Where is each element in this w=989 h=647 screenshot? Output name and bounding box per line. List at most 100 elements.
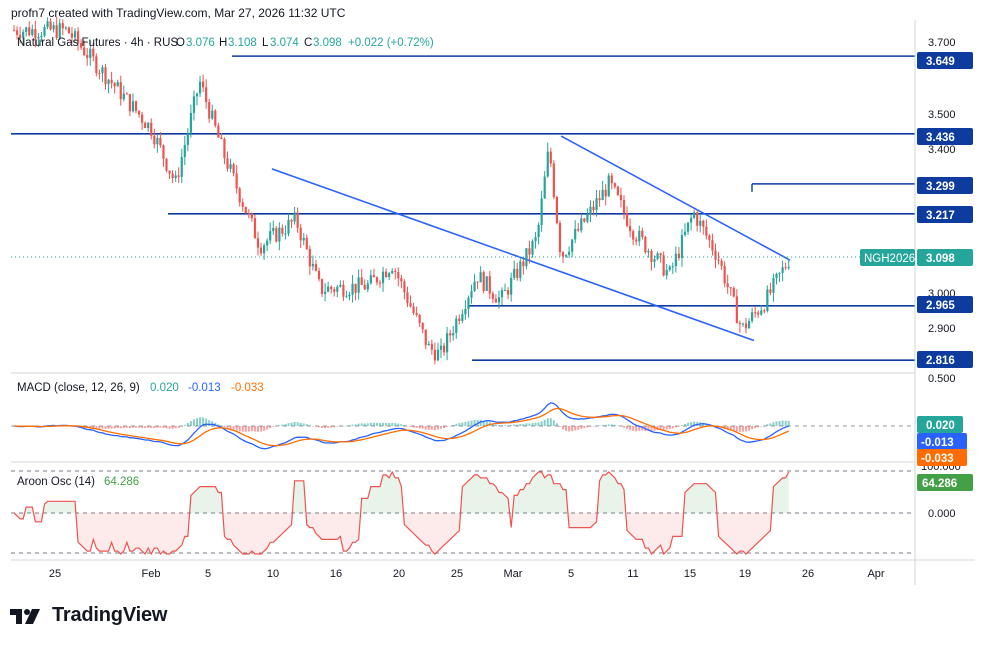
candle-body — [281, 227, 284, 234]
macd-histogram — [13, 417, 790, 432]
macd-hist-bar — [247, 426, 250, 432]
macd-hist-bar — [375, 422, 378, 426]
macd-hist-bar — [690, 422, 693, 426]
candle-body — [723, 265, 726, 284]
macd-hist-bar — [305, 424, 308, 426]
candle-body — [400, 278, 403, 282]
time-label: Apr — [867, 568, 884, 580]
macd-hist-bar — [494, 424, 497, 426]
macd-hist-tag-text: 0.020 — [926, 420, 955, 432]
candle-body — [625, 212, 629, 226]
macd-hist-bar — [144, 426, 147, 429]
macd-signal-tag — [917, 449, 967, 466]
macd-hist-bar — [562, 426, 564, 430]
macd-hist-bar — [180, 426, 183, 427]
macd-hist-bar — [311, 426, 314, 427]
macd-line-tag — [917, 433, 967, 450]
macd-hist-bar — [534, 422, 537, 426]
macd-tags: 0.020 -0.013 -0.033 — [917, 416, 967, 466]
macd-hist-bar — [482, 420, 485, 426]
macd-hist-bar — [403, 425, 406, 426]
candle-body — [613, 183, 616, 187]
macd-hist-bar — [131, 426, 134, 428]
macd-hist-bar — [101, 426, 104, 429]
candle-body — [564, 254, 568, 257]
macd-hist-bar — [467, 421, 470, 426]
macd-hist-bar — [229, 426, 232, 430]
candle-body — [439, 345, 443, 350]
tradingview-wordmark: TradingView — [52, 604, 168, 626]
candle-body — [449, 333, 452, 336]
candle-body — [211, 110, 214, 119]
macd-hist-bar — [107, 426, 110, 429]
candle-body — [436, 349, 440, 361]
macd-hist-bar — [357, 423, 360, 426]
candle-body — [266, 240, 269, 246]
candle-body — [299, 227, 302, 241]
time-label: 16 — [330, 568, 342, 580]
candle-body — [503, 290, 507, 292]
candle-body — [543, 176, 546, 199]
macd-hist-bar — [116, 426, 119, 429]
macd-hist-bar — [92, 426, 95, 428]
macd-hist-bar — [507, 425, 510, 427]
time-label: 5 — [568, 568, 574, 580]
candle-body — [336, 286, 339, 292]
low-value: 3.074 — [270, 37, 299, 49]
macd-hist-bar — [366, 423, 369, 426]
candle-body — [702, 220, 705, 227]
aroon-legend-value: 64.286 — [104, 476, 139, 488]
macd-value: -0.013 — [188, 382, 221, 394]
candle-body — [766, 289, 769, 311]
candle-body — [293, 212, 296, 222]
candle-body — [162, 145, 165, 159]
candle-body — [674, 253, 677, 267]
candle-body — [522, 261, 525, 267]
aroon-tag-text: 64.286 — [922, 478, 957, 490]
candle-body — [46, 21, 49, 28]
candle-body — [22, 31, 25, 38]
macd-hist-bar — [516, 424, 519, 426]
candle-body — [552, 163, 555, 198]
macd-hist-bar — [211, 421, 214, 426]
candle-body — [147, 122, 150, 129]
macd-hist-bar — [427, 426, 430, 430]
macd-hist-bar — [470, 420, 473, 426]
candle-body — [150, 122, 153, 136]
macd-hist-bar — [763, 425, 766, 427]
candle-body — [473, 281, 476, 292]
macd-hist-bar — [95, 426, 98, 429]
candle-body — [369, 275, 372, 284]
candle-body — [464, 309, 467, 315]
signal-line — [13, 407, 789, 447]
candle-body — [470, 291, 473, 298]
candle-body — [519, 261, 522, 279]
time-label: 25 — [49, 568, 61, 580]
candle-body — [769, 289, 772, 293]
candle-body — [37, 37, 40, 39]
macd-hist-bar — [186, 423, 189, 426]
candle-body — [403, 281, 406, 293]
candle-body — [333, 289, 336, 292]
candle-body — [442, 345, 446, 353]
macd-hist-bar — [418, 426, 421, 429]
macd-hist-bar — [314, 426, 317, 427]
macd-panel — [11, 402, 915, 450]
macd-hist-bar — [449, 425, 452, 427]
macd-hist-bar — [726, 426, 729, 430]
macd-hist-bar — [278, 425, 281, 426]
macd-hist-bar — [619, 426, 622, 427]
macd-hist-bar — [760, 426, 763, 427]
macd-hist-bar — [135, 426, 137, 428]
candle-body — [89, 48, 92, 58]
candle-body — [159, 137, 162, 146]
macd-hist-bar — [281, 424, 284, 426]
candle-body — [510, 277, 513, 295]
time-label: 19 — [739, 568, 751, 580]
time-axis[interactable]: 25 Feb 5 10 16 20 25 Mar 5 11 15 19 26 Apr — [49, 568, 885, 580]
macd-hist-bar — [336, 426, 339, 427]
candle-body — [52, 25, 55, 30]
candle-body — [763, 310, 766, 312]
candle-body — [308, 249, 311, 267]
